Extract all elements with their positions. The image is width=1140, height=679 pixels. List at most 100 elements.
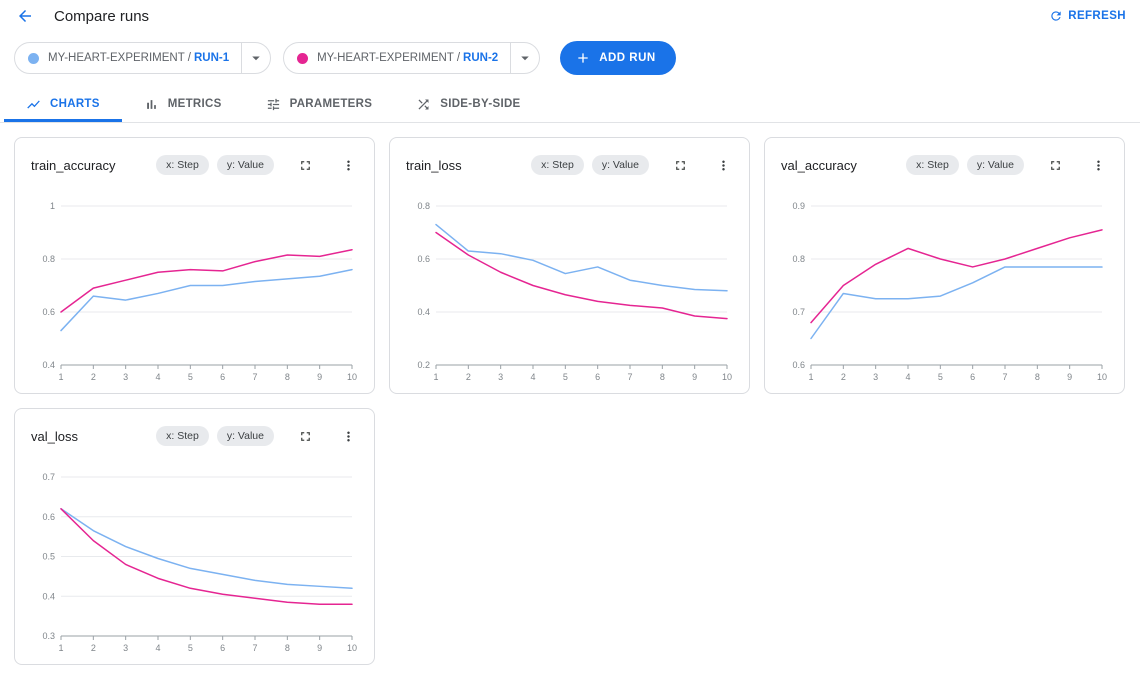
chart-card-header: train_accuracy x: Step y: Value: [31, 152, 358, 178]
line-chart-icon: [27, 99, 40, 109]
chart-menu-button[interactable]: [714, 156, 733, 175]
run-1-experiment-name: MY-HEART-EXPERIMENT: [48, 52, 185, 64]
tab-side-by-side[interactable]: SIDE-BY-SIDE: [394, 86, 542, 122]
svg-text:0.6: 0.6: [417, 254, 430, 264]
svg-text:0.8: 0.8: [417, 201, 430, 211]
bar-chart-icon: [146, 99, 156, 109]
series-run-1: [810, 266, 1103, 340]
chart-card-header: val_loss x: Step y: Value: [31, 423, 358, 449]
svg-text:0.8: 0.8: [792, 254, 805, 264]
svg-text:0.8: 0.8: [42, 254, 55, 264]
chart-title: val_accuracy: [781, 157, 857, 173]
svg-text:9: 9: [317, 643, 322, 653]
tab-charts[interactable]: CHARTS: [4, 86, 122, 122]
series-run-1: [435, 223, 728, 292]
run-2-name: RUN-2: [463, 52, 499, 64]
tabs-bar: CHARTS METRICS PARAMETERS SIDE-BY-SIDE: [0, 86, 1140, 123]
svg-text:0.6: 0.6: [792, 360, 805, 370]
chevron-down-icon: [252, 56, 260, 61]
more-vert-icon: [1097, 160, 1100, 170]
charts-grid: train_accuracy x: Step y: Value 0.4 0.6 0.…: [14, 137, 1126, 665]
chart-card: train_accuracy x: Step y: Value 0.4 0.6 0.…: [14, 137, 375, 394]
run-1-label: MY-HEART-EXPERIMENT / RUN-1: [48, 52, 229, 64]
add-run-label: ADD RUN: [599, 52, 656, 64]
chevron-down-icon: [521, 56, 529, 61]
run-1-color-dot: [28, 52, 39, 64]
svg-text:3: 3: [873, 372, 878, 382]
svg-text:7: 7: [252, 643, 257, 653]
chart-x-chip: x: Step: [531, 155, 584, 175]
svg-text:1: 1: [58, 372, 63, 382]
svg-text:5: 5: [188, 372, 193, 382]
run-chip-run-1[interactable]: MY-HEART-EXPERIMENT / RUN-1: [14, 42, 272, 74]
svg-text:1: 1: [50, 201, 55, 211]
svg-text:3: 3: [498, 372, 503, 382]
svg-text:5: 5: [563, 372, 568, 382]
chart-x-chip: x: Step: [906, 155, 959, 175]
topbar: Compare runs REFRESH: [0, 0, 1140, 32]
tab-metrics[interactable]: METRICS: [122, 86, 244, 122]
fullscreen-icon: [301, 431, 310, 441]
svg-text:0.2: 0.2: [417, 360, 430, 370]
fullscreen-icon: [301, 160, 310, 170]
tab-parameters-label: PARAMETERS: [289, 98, 373, 110]
chart-plot: 0.6 0.7 0.8 0.9 1 2 3 4 5 6 7 8 9 10: [792, 201, 1107, 382]
chart-menu-button[interactable]: [339, 427, 358, 446]
chart-card: train_loss x: Step y: Value 0.2 0.4 0.6 0.8…: [389, 137, 750, 394]
svg-text:8: 8: [1035, 372, 1040, 382]
chart-card-header: train_loss x: Step y: Value: [406, 152, 733, 178]
svg-text:0.4: 0.4: [417, 307, 430, 317]
chart-y-chip: y: Value: [966, 155, 1024, 175]
run-2-dropdown-arrow[interactable]: [510, 43, 539, 73]
fullscreen-button[interactable]: [1046, 156, 1065, 175]
more-vert-icon: [347, 160, 350, 170]
svg-text:7: 7: [1002, 372, 1007, 382]
plus-icon: [578, 53, 588, 63]
svg-text:6: 6: [220, 643, 225, 653]
refresh-button[interactable]: REFRESH: [1049, 9, 1126, 23]
svg-text:0.5: 0.5: [42, 552, 55, 562]
svg-text:2: 2: [841, 372, 846, 382]
arrow-back-icon: [19, 10, 31, 22]
run-selector-row: MY-HEART-EXPERIMENT / RUN-1 MY-HEART-EXPER…: [0, 32, 1140, 86]
run-2-separator: /: [456, 52, 461, 64]
run-1-dropdown-arrow[interactable]: [241, 43, 270, 73]
add-run-button[interactable]: ADD RUN: [560, 41, 676, 75]
back-button[interactable]: [14, 5, 36, 27]
svg-text:1: 1: [433, 372, 438, 382]
run-chip-run-1-main[interactable]: MY-HEART-EXPERIMENT / RUN-1: [15, 43, 241, 73]
chart-x-chip: x: Step: [156, 426, 209, 446]
chart-x-chip: x: Step: [156, 155, 209, 175]
chart-menu-button[interactable]: [1089, 156, 1108, 175]
more-vert-icon: [722, 160, 725, 170]
tab-metrics-label: METRICS: [167, 98, 222, 110]
fullscreen-button[interactable]: [296, 156, 315, 175]
svg-text:9: 9: [1067, 372, 1072, 382]
run-chip-run-2-main[interactable]: MY-HEART-EXPERIMENT / RUN-2: [284, 43, 510, 73]
tab-parameters[interactable]: PARAMETERS: [244, 86, 395, 122]
chart-card-header: val_accuracy x: Step y: Value: [781, 152, 1108, 178]
fullscreen-icon: [676, 160, 685, 170]
chart-plot: 0.3 0.4 0.5 0.6 0.7 1 2 3 4 5 6 7 8 9 10: [42, 472, 357, 653]
chart-menu-button[interactable]: [339, 156, 358, 175]
chart-y-chip: y: Value: [216, 426, 274, 446]
svg-text:10: 10: [1097, 372, 1107, 382]
run-chip-run-2[interactable]: MY-HEART-EXPERIMENT / RUN-2: [283, 42, 541, 74]
svg-text:4: 4: [155, 643, 160, 653]
tab-side-by-side-label: SIDE-BY-SIDE: [440, 98, 521, 110]
run-1-separator: /: [187, 52, 191, 64]
fullscreen-icon: [1051, 160, 1060, 170]
series-run-2: [435, 231, 728, 320]
svg-text:0.7: 0.7: [792, 307, 805, 317]
svg-text:4: 4: [905, 372, 910, 382]
svg-text:0.7: 0.7: [42, 472, 55, 482]
svg-text:2: 2: [466, 372, 471, 382]
charts-panel: train_accuracy x: Step y: Value 0.4 0.6 0.…: [0, 123, 1140, 679]
fullscreen-button[interactable]: [296, 427, 315, 446]
series-run-2: [810, 229, 1103, 324]
refresh-icon: [1051, 11, 1061, 21]
svg-text:0.6: 0.6: [42, 307, 55, 317]
svg-text:3: 3: [123, 372, 128, 382]
fullscreen-button[interactable]: [671, 156, 690, 175]
